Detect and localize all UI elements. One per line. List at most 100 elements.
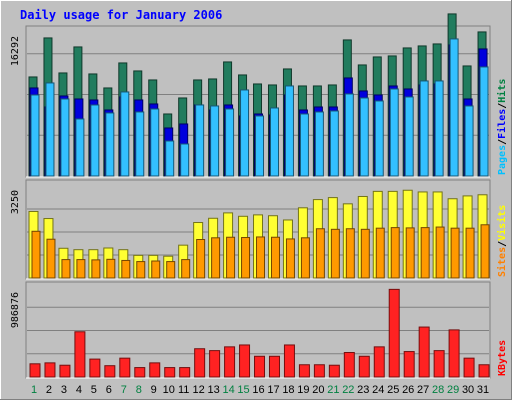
kbytes-panel-max-label: 986876: [10, 292, 21, 328]
day-label-8: 8: [136, 384, 142, 396]
visits-panel-bar-sites-19: [300, 237, 310, 279]
kbytes-panel-bar-kbytes-21: [328, 364, 340, 378]
day-label-9: 9: [151, 384, 157, 396]
kbytes-panel-bar-kbytes-12: [194, 348, 206, 378]
kbytes-panel-bar-kbytes-26: [403, 351, 415, 378]
legend-entry-pages: Pages: [497, 145, 508, 175]
kbytes-panel-bar-kbytes-9: [149, 362, 161, 378]
hits-panel-bar-pages-19: [299, 113, 309, 177]
day-label-28: 28: [432, 384, 444, 396]
hits-panel-bar-pages-14: [225, 108, 235, 177]
hits-panel-bar-pages-6: [105, 112, 115, 177]
day-label-27: 27: [417, 384, 429, 396]
kbytes-panel-bar-kbytes-1: [29, 363, 41, 378]
hits-panel-bar-pages-31: [479, 66, 489, 177]
kbytes-panel-bar-kbytes-19: [298, 364, 310, 378]
hits-panel-bar-pages-18: [284, 85, 294, 177]
day-label-11: 11: [178, 384, 189, 396]
kbytes-panel-bar-kbytes-13: [209, 350, 221, 378]
kbytes-panel-bar-kbytes-18: [283, 344, 295, 378]
visits-panel-legend: Sites/Visits: [496, 205, 508, 277]
hits-panel-bar-pages-26: [404, 96, 414, 177]
visits-panel-bar-sites-30: [465, 227, 475, 279]
day-label-29: 29: [447, 384, 459, 396]
hits-panel-bar-pages-25: [389, 88, 399, 177]
kbytes-panel-bar-kbytes-20: [313, 364, 325, 378]
visits-panel-bar-sites-25: [390, 227, 400, 279]
hits-panel-bar-pages-3: [60, 98, 70, 177]
visits-panel-bar-sites-3: [61, 259, 71, 279]
hits-panel-bar-pages-24: [374, 100, 384, 177]
visits-panel-bar-sites-8: [136, 261, 146, 279]
chart-panels: 16292 Pages/Files/Hits 3250 Sites/Visits 986…: [10, 13, 508, 379]
day-label-12: 12: [193, 384, 205, 396]
visits-panel-bar-sites-28: [435, 226, 445, 279]
visits-panel-bar-sites-9: [151, 260, 161, 279]
visits-panel-bar-sites-12: [196, 239, 206, 279]
hits-panel-bar-pages-10: [165, 140, 175, 177]
hits-panel-max-label: 16292: [10, 36, 21, 66]
visits-panel-max-label: 3250: [10, 190, 21, 214]
kbytes-panel-bar-kbytes-3: [59, 364, 71, 378]
day-label-4: 4: [76, 384, 82, 396]
kbytes-panel-bar-kbytes-23: [358, 355, 370, 378]
day-label-3: 3: [61, 384, 67, 396]
x-axis-day-labels: 1 2 3 4 5 6 7 8 9 10 11 12 13 14 15 16 17 18 19 20 21 22 23 24 2…: [31, 384, 489, 396]
kbytes-panel-bar-kbytes-30: [463, 357, 475, 378]
day-label-1: 1: [31, 384, 37, 396]
hits-panel-bar-pages-22: [344, 93, 354, 177]
visits-panel-bar-sites-27: [420, 227, 430, 279]
day-label-6: 6: [106, 384, 112, 396]
day-label-31: 31: [477, 384, 489, 396]
kbytes-panel-bar-kbytes-11: [179, 367, 191, 378]
visits-panel-bar-sites-18: [285, 238, 295, 279]
visits-panel-bar-sites-6: [106, 258, 116, 279]
visits-panel-bar-sites-24: [375, 227, 385, 279]
hits-panel-bar-pages-15: [240, 89, 250, 177]
hits-panel-bar-pages-27: [419, 80, 429, 177]
day-label-19: 19: [297, 384, 309, 396]
kbytes-panel-bar-kbytes-31: [478, 364, 490, 378]
hits-panel-bar-pages-11: [180, 143, 190, 177]
hits-panel-bar-pages-16: [255, 115, 265, 177]
legend-entry-kbytes: KBytes: [497, 340, 508, 376]
day-label-10: 10: [163, 384, 175, 396]
kbytes-panel-bar-kbytes-7: [119, 357, 131, 378]
hits-panel-bar-pages-17: [269, 107, 279, 177]
visits-panel-bar-sites-11: [181, 259, 191, 279]
kbytes-panel-bar-kbytes-27: [418, 326, 430, 378]
visits-panel-bar-sites-21: [330, 228, 340, 279]
kbytes-panel-legend: KBytes: [497, 340, 508, 376]
day-label-24: 24: [372, 384, 384, 396]
hits-panel-bar-pages-4: [75, 118, 85, 177]
day-label-21: 21: [327, 384, 339, 396]
kbytes-panel-bar-kbytes-8: [134, 367, 146, 378]
hits-panel-bar-pages-13: [210, 105, 220, 177]
kbytes-panel-bar-kbytes-17: [268, 355, 280, 378]
visits-panel: 3250 Sites/Visits: [10, 179, 508, 280]
kbytes-panel-bar-kbytes-2: [44, 362, 56, 378]
chart-title: Daily usage for January 2006: [20, 8, 222, 22]
visits-panel-bar-sites-22: [345, 228, 355, 279]
visits-panel-bar-sites-31: [480, 224, 490, 279]
hits-panel-bar-pages-29: [449, 38, 459, 177]
visits-panel-bar-sites-13: [211, 237, 221, 279]
visits-panel-bar-sites-2: [46, 238, 56, 279]
hits-panel-bar-pages-20: [314, 111, 324, 177]
kbytes-panel-bar-kbytes-22: [343, 351, 355, 378]
visits-panel-bar-sites-17: [270, 236, 280, 279]
hits-panel-bar-pages-2: [45, 82, 55, 177]
hits-panel-bar-pages-21: [329, 110, 339, 177]
visits-panel-bar-sites-20: [315, 228, 325, 279]
hits-panel-bar-pages-7: [120, 91, 130, 177]
visits-panel-bar-sites-10: [166, 261, 176, 279]
hits-panel-bar-pages-8: [135, 111, 145, 177]
legend-entry-hits: Hits: [496, 79, 508, 103]
kbytes-panel-bar-kbytes-24: [373, 346, 385, 378]
day-label-23: 23: [357, 384, 369, 396]
kbytes-panel-bar-kbytes-29: [448, 329, 460, 378]
day-label-13: 13: [207, 384, 219, 396]
hits-panel-legend: Pages/Files/Hits: [496, 79, 508, 175]
